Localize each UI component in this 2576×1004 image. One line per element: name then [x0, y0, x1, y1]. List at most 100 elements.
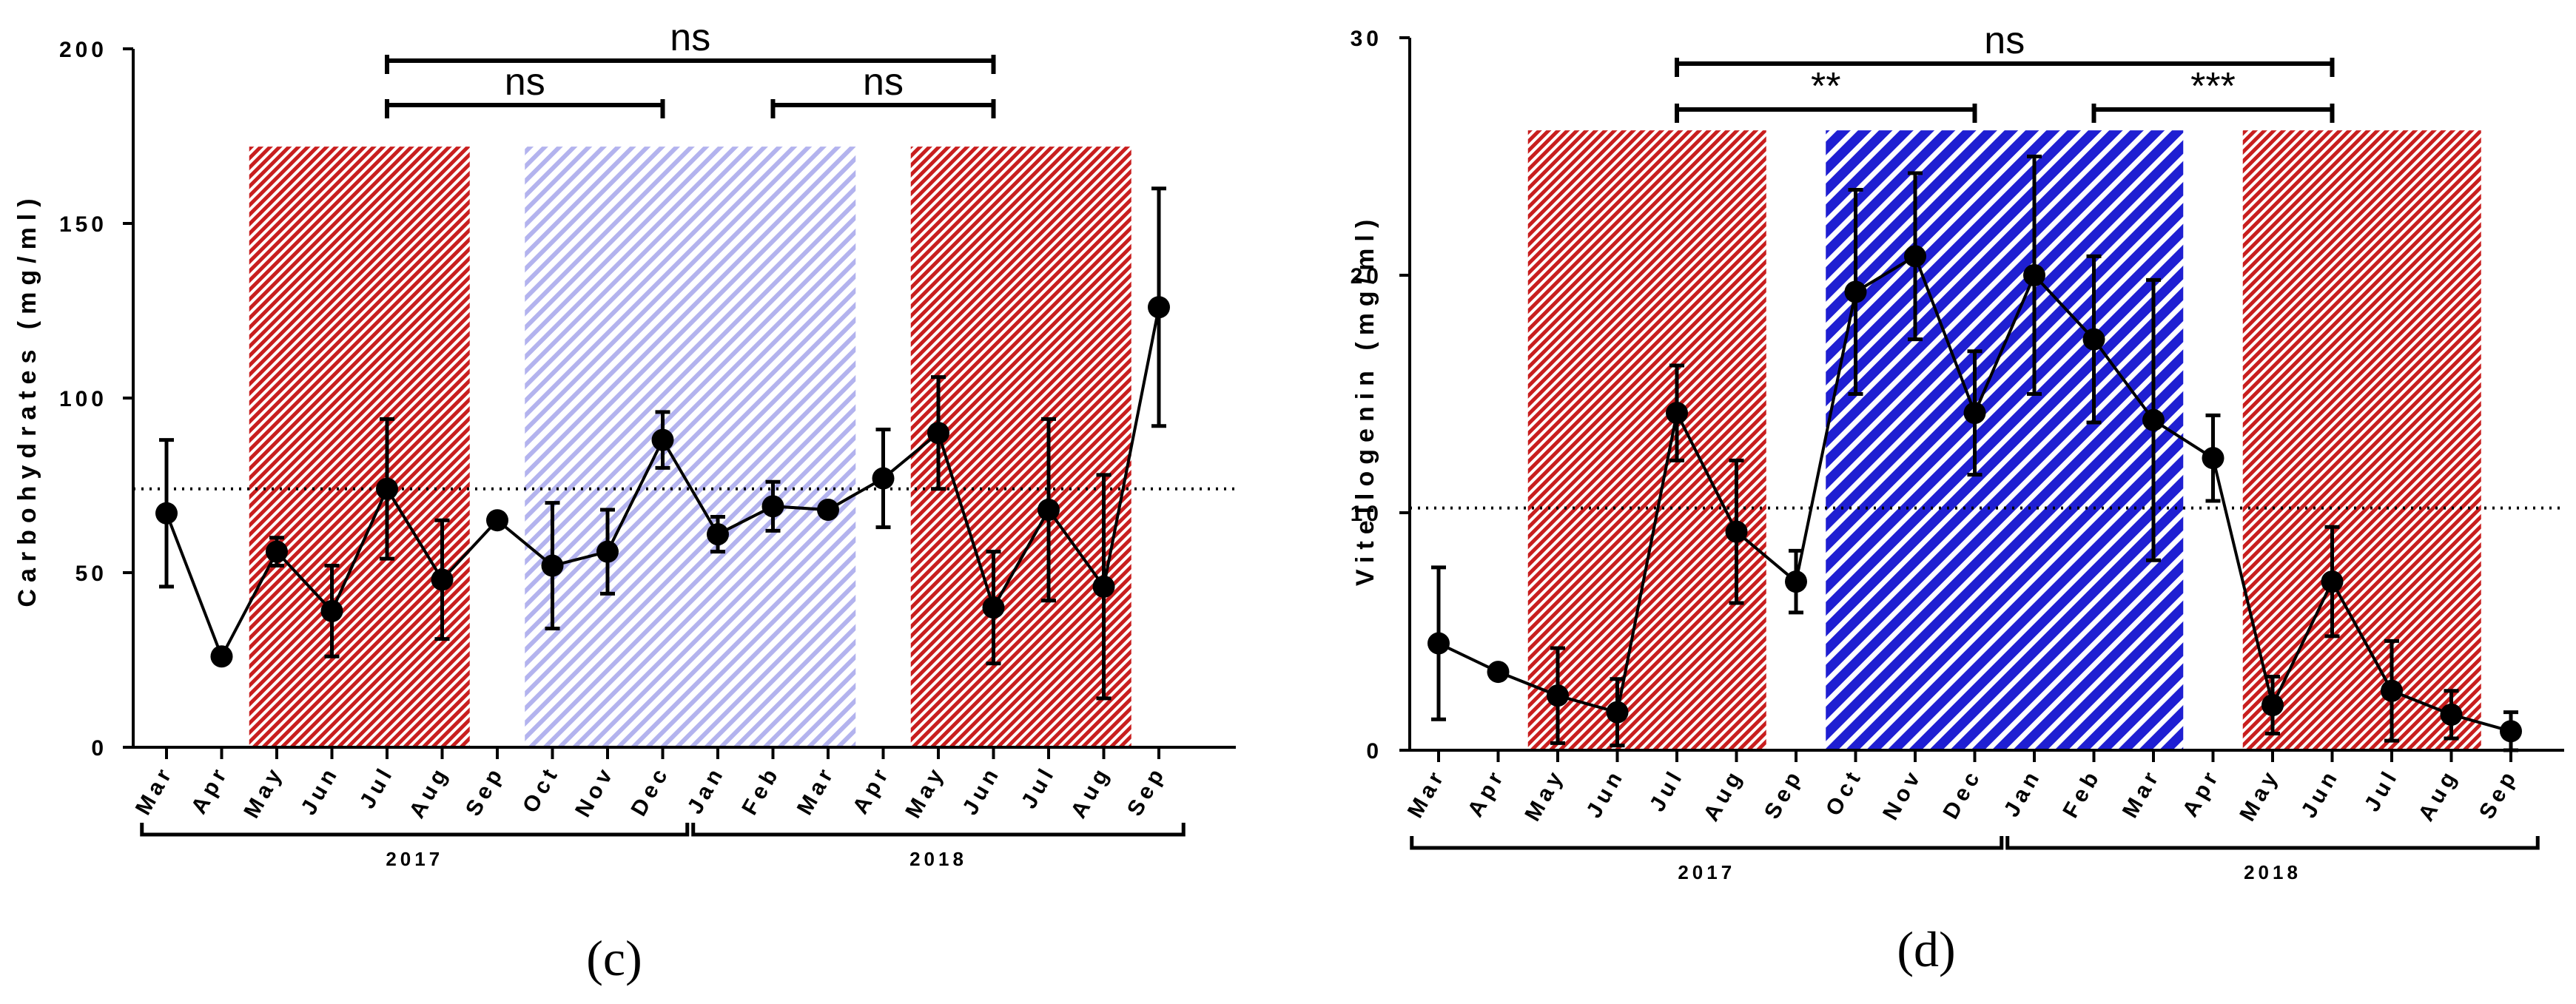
y-axis-label: Carbohydrates (mg/ml)	[13, 192, 41, 607]
year-label: 2017	[1678, 861, 1735, 883]
y-axis-label: Vitellogenin (mg/ml)	[1351, 213, 1379, 586]
shaded-period	[910, 146, 1131, 747]
data-point	[1148, 296, 1170, 319]
data-point	[2321, 570, 2344, 593]
data-point	[486, 509, 508, 532]
year-bracket	[140, 823, 690, 837]
x-tick-label: Mar	[131, 761, 178, 819]
x-tick-label: Jan	[683, 761, 730, 818]
year-bracket	[1410, 836, 2004, 850]
x-tick-label: Nov	[571, 761, 619, 821]
y-tick-label: 150	[59, 212, 107, 237]
x-tick-label: Mar	[2118, 764, 2165, 822]
data-point	[1785, 570, 1807, 593]
data-point	[2202, 447, 2224, 470]
data-point	[376, 477, 398, 500]
significance-label: ns	[670, 16, 710, 59]
significance-label: ns	[863, 61, 904, 104]
y-tick-label: 100	[59, 387, 107, 411]
data-point	[1606, 701, 1629, 724]
data-point	[927, 422, 949, 445]
shaded-period	[2242, 130, 2481, 750]
x-tick-label: Jun	[296, 761, 343, 819]
significance-bracket	[770, 99, 996, 118]
data-point	[2023, 264, 2045, 286]
data-point	[2381, 679, 2403, 702]
x-tick-label: Dec	[626, 761, 674, 821]
data-point	[1666, 402, 1688, 425]
data-point	[1963, 402, 1986, 425]
data-point	[596, 540, 619, 563]
shaded-period	[1527, 130, 1766, 750]
x-tick-label: Jun	[2296, 764, 2344, 822]
y-tick-label: 0	[91, 736, 107, 761]
x-tick-label: Aug	[2414, 764, 2464, 826]
shaded-period	[1826, 130, 2184, 750]
x-tick-label: May	[239, 761, 289, 823]
significance-label: **	[1811, 65, 1840, 108]
x-tick-label: Sep	[461, 761, 509, 821]
x-tick-label: Jul	[1645, 764, 1689, 816]
x-tick-label: May	[901, 761, 950, 823]
x-tick-label: Jul	[355, 761, 399, 813]
shaded-period	[525, 146, 856, 747]
data-point	[541, 554, 564, 577]
data-point	[651, 428, 674, 451]
significance-bracket	[1675, 58, 2335, 77]
x-tick-label: Mar	[1403, 764, 1450, 822]
x-tick-label: Oct	[518, 761, 565, 817]
data-point	[266, 540, 288, 563]
data-point	[1547, 684, 1569, 707]
x-tick-label: Apr	[848, 761, 895, 818]
data-point	[210, 645, 233, 668]
shaded-period	[249, 146, 470, 747]
significance-bracket	[385, 99, 665, 118]
x-tick-label: Feb	[2058, 764, 2105, 822]
data-point	[1725, 520, 1748, 543]
y-tick-label: 200	[59, 38, 107, 62]
x-tick-label: May	[1520, 764, 1570, 826]
x-tick-label: Jul	[1017, 761, 1060, 813]
x-tick-label: Nov	[1878, 764, 1927, 824]
significance-label: ns	[505, 61, 545, 104]
x-tick-label: Oct	[1821, 764, 1868, 820]
y-tick-label: 30	[1351, 27, 1382, 51]
data-point	[982, 596, 1005, 619]
x-tick-label: Aug	[405, 761, 454, 823]
data-point	[817, 499, 839, 522]
x-tick-label: Feb	[737, 761, 784, 819]
data-point	[1904, 245, 1926, 268]
x-tick-label: Jun	[1581, 764, 1629, 822]
data-point	[1038, 499, 1060, 522]
data-point	[431, 568, 454, 591]
significance-bracket	[1675, 104, 1977, 123]
data-point	[1487, 661, 1510, 684]
x-tick-label: Jan	[2000, 764, 2046, 821]
data-point	[761, 495, 784, 518]
y-tick-label: 20	[1351, 264, 1382, 289]
data-point	[2082, 328, 2105, 351]
year-bracket	[691, 823, 1186, 837]
panel-label: (d)	[1897, 921, 1955, 977]
data-point	[1427, 632, 1450, 655]
data-point	[2440, 703, 2463, 726]
data-point	[2500, 720, 2522, 743]
x-tick-label: Mar	[793, 761, 840, 819]
significance-label: ***	[2190, 65, 2236, 108]
panel-label: (c)	[586, 930, 642, 986]
x-tick-label: Sep	[1123, 761, 1171, 821]
x-tick-label: Aug	[1699, 764, 1749, 826]
x-tick-label: Apr	[2178, 764, 2224, 821]
data-point	[2261, 694, 2284, 717]
data-point	[320, 599, 343, 622]
data-point	[872, 467, 895, 490]
y-tick-label: 0	[1366, 739, 1382, 764]
significance-bracket	[385, 55, 996, 74]
significance-label: ns	[1984, 19, 2025, 62]
x-tick-label: Sep	[2475, 764, 2523, 823]
x-tick-label: May	[2235, 764, 2284, 826]
y-tick-label: 10	[1351, 502, 1382, 526]
